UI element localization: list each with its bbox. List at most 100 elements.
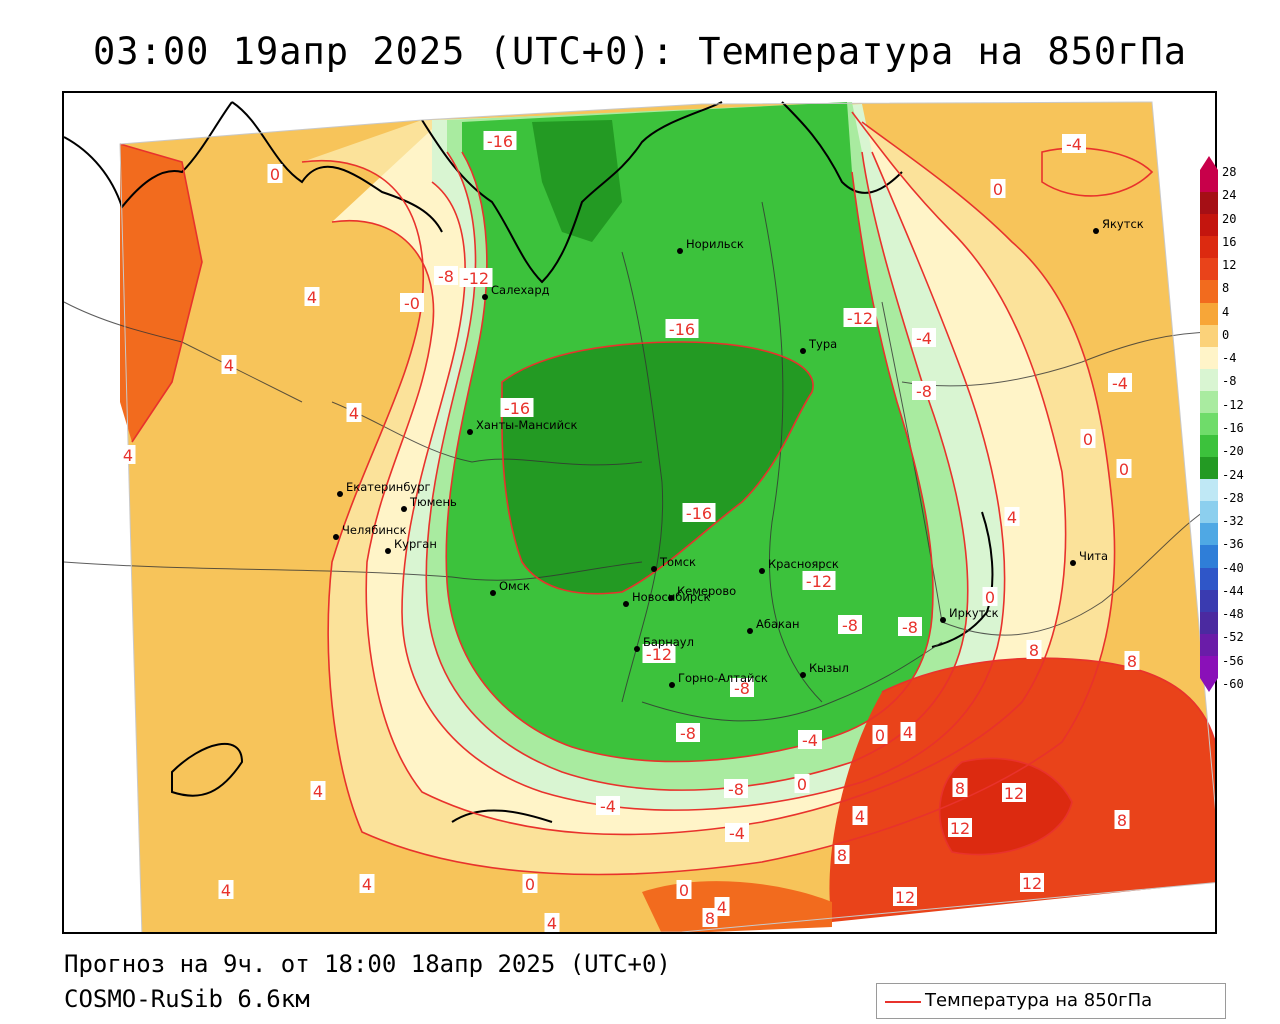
city-marker: Ханты-Мансийск (467, 418, 577, 435)
svg-text:-8: -8 (842, 616, 858, 635)
colorbar-tick-label: 28 (1222, 165, 1237, 179)
svg-text:Горно-Алтайск: Горно-Алтайск (678, 671, 768, 685)
svg-text:0: 0 (985, 588, 995, 607)
svg-text:-4: -4 (1112, 374, 1128, 393)
isotherm-label: -8 (434, 266, 458, 286)
colorbar-swatch (1200, 368, 1218, 392)
isotherm-label: -4 (1062, 134, 1086, 154)
svg-text:Иркутск: Иркутск (949, 606, 999, 620)
colorbar-tick-label: -20 (1222, 444, 1244, 459)
temperature-map[interactable]: -16 0 -4 0 -8 -12 4 -0 -16 -12 -4 4 -8 -4 -16 4 0 4 0 -16 4-… (62, 91, 1217, 934)
svg-text:8: 8 (1127, 652, 1137, 671)
legend-label: Температура на 850гПа (925, 990, 1153, 1011)
isotherm-label: -8 (898, 617, 922, 637)
colorbar-tick-label: -24 (1222, 467, 1244, 482)
svg-text:12: 12 (1022, 874, 1042, 893)
city-marker: Иркутск (940, 606, 999, 623)
colorbar-swatch (1200, 655, 1218, 679)
svg-text:Барнаул: Барнаул (643, 635, 694, 649)
isotherm-label: 8 (1026, 640, 1042, 660)
svg-text:Курган: Курган (394, 537, 437, 551)
svg-text:0: 0 (993, 180, 1003, 199)
isotherm-label: -8 (912, 381, 936, 401)
isotherm-label: 4 (346, 403, 362, 423)
isotherm-label: -0 (400, 293, 424, 313)
model-domain-edge (119, 101, 1215, 932)
isotherm-label: -16 (483, 131, 517, 151)
svg-text:-0: -0 (404, 294, 420, 313)
isotherm-label: -4 (725, 823, 749, 843)
isotherm-label: -8 (730, 678, 754, 698)
colorbar-tick-label: 8 (1222, 281, 1230, 296)
isotherm-label: -12 (459, 268, 493, 288)
isotherm-label: -4 (1108, 373, 1132, 393)
svg-text:-16: -16 (686, 504, 712, 523)
colorbar-tick-label: -52 (1222, 630, 1244, 645)
city-marker: Барнаул (634, 635, 694, 652)
isotherm-label: -4 (798, 730, 822, 750)
colorbar-tick-label: -40 (1222, 560, 1244, 575)
colorbar-top-arrow (1200, 156, 1218, 170)
svg-text:-8: -8 (902, 618, 918, 637)
colorbar-swatch (1200, 611, 1218, 635)
isotherm-label: 4 (120, 445, 136, 465)
svg-text:4: 4 (903, 723, 913, 742)
svg-text:-12: -12 (806, 572, 832, 591)
colorbar-bottom-arrow (1200, 678, 1218, 692)
colorbar-swatch (1200, 390, 1218, 414)
isotherm-label: -16 (665, 319, 699, 339)
colorbar-swatch (1200, 280, 1218, 303)
colorbar-swatch (1200, 567, 1218, 591)
colorbar-tick-label: 0 (1222, 327, 1230, 342)
svg-text:12: 12 (895, 888, 915, 907)
city-marker: Горно-Алтайск (669, 671, 768, 688)
isotherm-label: -8 (838, 615, 862, 635)
colorbar-tick-label: -60 (1222, 677, 1244, 691)
svg-text:Тюмень: Тюмень (409, 495, 457, 509)
isotherm-label: 4 (852, 806, 868, 826)
isotherm-label: 4 (359, 874, 375, 894)
colorbar-tick-label: 20 (1222, 211, 1237, 226)
isotherm-label: 0 (990, 179, 1006, 199)
svg-text:Чита: Чита (1079, 549, 1108, 563)
svg-text:4: 4 (855, 807, 865, 826)
colorbar-swatch (1200, 170, 1218, 193)
city-marker: Тура (800, 337, 837, 354)
colorbar-swatch (1200, 346, 1218, 370)
isotherm-label: -12 (843, 308, 877, 328)
svg-text:-12: -12 (847, 309, 873, 328)
colorbar-tick-label: 12 (1222, 258, 1237, 273)
svg-text:4: 4 (362, 875, 372, 894)
svg-text:8: 8 (955, 779, 965, 798)
svg-text:Кемерово: Кемерово (677, 584, 736, 598)
svg-text:Ханты-Мансийск: Ханты-Мансийск (476, 418, 577, 432)
svg-text:0: 0 (525, 875, 535, 894)
colorbar-tick-label: -4 (1222, 351, 1237, 366)
city-marker: Омск (490, 579, 530, 596)
svg-text:12: 12 (950, 819, 970, 838)
colorbar-swatch (1200, 435, 1218, 458)
isotherm-label: 12 (948, 818, 972, 838)
svg-text:0: 0 (1119, 460, 1129, 479)
svg-text:Челябинск: Челябинск (342, 523, 407, 537)
city-marker: Салехард (482, 283, 550, 300)
svg-text:8: 8 (705, 909, 715, 928)
svg-text:-4: -4 (729, 824, 745, 843)
svg-text:Красноярск: Красноярск (768, 557, 839, 571)
svg-text:Салехард: Салехард (491, 283, 550, 297)
isotherm-label: 4 (218, 880, 234, 900)
isotherm-label: -4 (912, 328, 936, 348)
city-marker: Норильск (677, 237, 744, 254)
svg-text:Кызыл: Кызыл (809, 661, 849, 675)
svg-text:-8: -8 (438, 267, 454, 286)
isotherm-label: 4 (544, 913, 560, 932)
temperature-colorbar (1200, 156, 1218, 692)
colorbar-tick-label: 4 (1222, 304, 1230, 319)
isotherm-label: 0 (1080, 429, 1096, 449)
city-marker: Чита (1070, 549, 1108, 566)
svg-text:4: 4 (123, 446, 133, 465)
isotherm-label: 0 (676, 880, 692, 900)
isotherm-label: -4 (596, 796, 620, 816)
colorbar-swatch (1200, 412, 1218, 436)
